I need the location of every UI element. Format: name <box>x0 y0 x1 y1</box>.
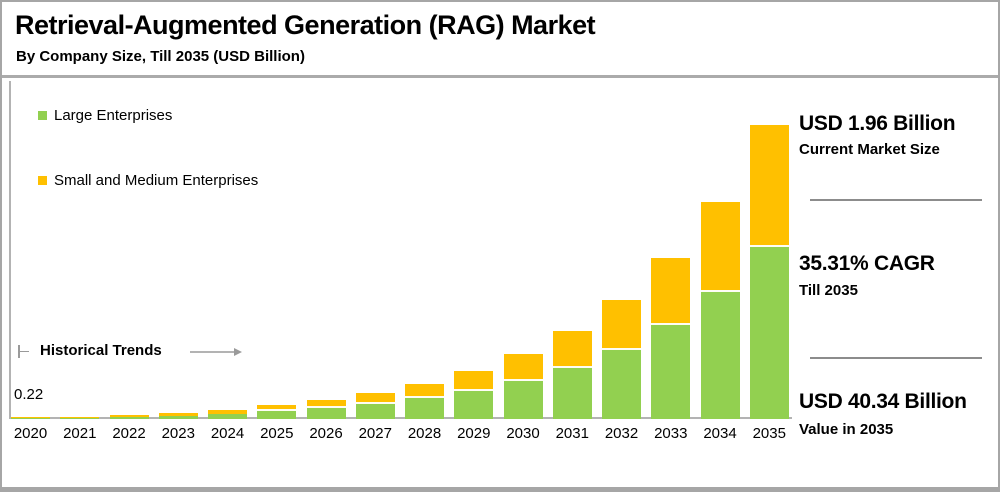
x-axis-line <box>9 417 792 419</box>
annotation-start-tick-arm <box>20 351 29 352</box>
bar-2029 <box>454 371 494 419</box>
bar-2029-large-segment <box>454 391 494 419</box>
large-enterprises-swatch-icon <box>38 110 47 120</box>
x-tick-2021: 2021 <box>63 425 97 442</box>
bar-2035-large-segment <box>749 246 789 419</box>
bar-2034-sme-segment <box>700 201 740 292</box>
x-tick-2024: 2024 <box>210 425 245 442</box>
stats-divider-line <box>810 357 982 359</box>
x-tick-2027: 2027 <box>358 425 392 442</box>
stats-divider-line <box>810 199 982 201</box>
historical-trends-annotation: Historical Trends <box>2 342 262 364</box>
x-tick-2023: 2023 <box>161 425 195 442</box>
bar-2033-sme-segment <box>651 258 691 326</box>
bar-2035-sme-segment <box>749 124 789 247</box>
bar-2029-sme-segment <box>454 371 494 392</box>
bar-2035 <box>749 124 789 419</box>
right-arrow-icon <box>190 348 242 356</box>
value-2035-label: Value in 2035 <box>799 421 894 438</box>
bar-2026-sme-segment <box>306 399 346 408</box>
x-tick-2028: 2028 <box>407 425 442 442</box>
x-tick-2025: 2025 <box>260 425 294 442</box>
x-tick-2035: 2035 <box>752 425 786 442</box>
bar-2031-sme-segment <box>552 331 592 368</box>
x-axis-labels: 2020 2021 2022 2023 2024 2025 2026 2027 2028 2029… <box>2 425 998 445</box>
legend-label: Small and Medium Enterprises <box>54 171 259 189</box>
x-tick-2030: 2030 <box>506 425 540 442</box>
first-bar-value-label: 0.22 <box>14 386 44 403</box>
x-tick-2034: 2034 <box>703 425 737 442</box>
header-divider-line <box>2 75 998 78</box>
legend-item-large-enterprises: Large Enterprises <box>38 106 258 124</box>
bar-2028-large-segment <box>405 398 444 419</box>
bar-2032-large-segment <box>602 349 641 419</box>
x-tick-2029: 2029 <box>457 425 491 442</box>
x-tick-2020: 2020 <box>13 425 48 442</box>
bar-2034-large-segment <box>700 291 740 419</box>
y-axis-line <box>9 81 11 419</box>
bar-2032-sme-segment <box>602 300 641 350</box>
annotation-start-tick <box>18 345 20 358</box>
cagr-label: Till 2035 <box>799 282 858 299</box>
stats-panel: USD 1.96 Billion Current Market Size 35.… <box>799 2 995 487</box>
small-medium-enterprises-swatch-icon <box>38 175 47 185</box>
bar-2030 <box>503 354 543 419</box>
bar-2023-sme-segment <box>158 413 198 416</box>
bar-2033 <box>651 258 691 419</box>
bar-2030-large-segment <box>503 381 543 419</box>
value-2035-value: USD 40.34 Billion <box>799 390 967 413</box>
x-tick-2031: 2031 <box>555 425 589 442</box>
bar-2024-sme-segment <box>208 409 247 414</box>
cagr-value: 35.31% CAGR <box>799 252 935 275</box>
bar-2025-sme-segment <box>257 404 297 411</box>
current-market-size-label: Current Market Size <box>799 141 940 158</box>
bar-2028-sme-segment <box>405 383 444 399</box>
x-tick-2032: 2032 <box>604 425 639 442</box>
legend-label: Large Enterprises <box>54 106 173 124</box>
bar-2028 <box>405 383 444 419</box>
legend-item-small-medium-enterprises: Small and Medium Enterprises <box>38 171 258 189</box>
current-market-size-value: USD 1.96 Billion <box>799 112 956 135</box>
historical-trends-label: Historical Trends <box>40 342 162 359</box>
bar-2030-sme-segment <box>503 354 543 382</box>
bar-2033-large-segment <box>651 325 691 419</box>
x-tick-2033: 2033 <box>654 425 688 442</box>
bar-2027-sme-segment <box>355 392 395 404</box>
x-tick-2026: 2026 <box>309 425 343 442</box>
x-tick-2022: 2022 <box>112 425 146 442</box>
bar-2027 <box>355 392 395 419</box>
legend: Large Enterprises Small and Medium Enter… <box>38 106 258 236</box>
bar-2031-large-segment <box>552 367 592 419</box>
bar-2034 <box>700 201 740 419</box>
chart-subtitle: By Company Size, Till 2035 (USD Billion) <box>16 48 305 65</box>
bar-2031 <box>552 331 592 419</box>
bar-2032 <box>602 300 641 419</box>
chart-title: Retrieval-Augmented Generation (RAG) Mar… <box>15 10 596 40</box>
